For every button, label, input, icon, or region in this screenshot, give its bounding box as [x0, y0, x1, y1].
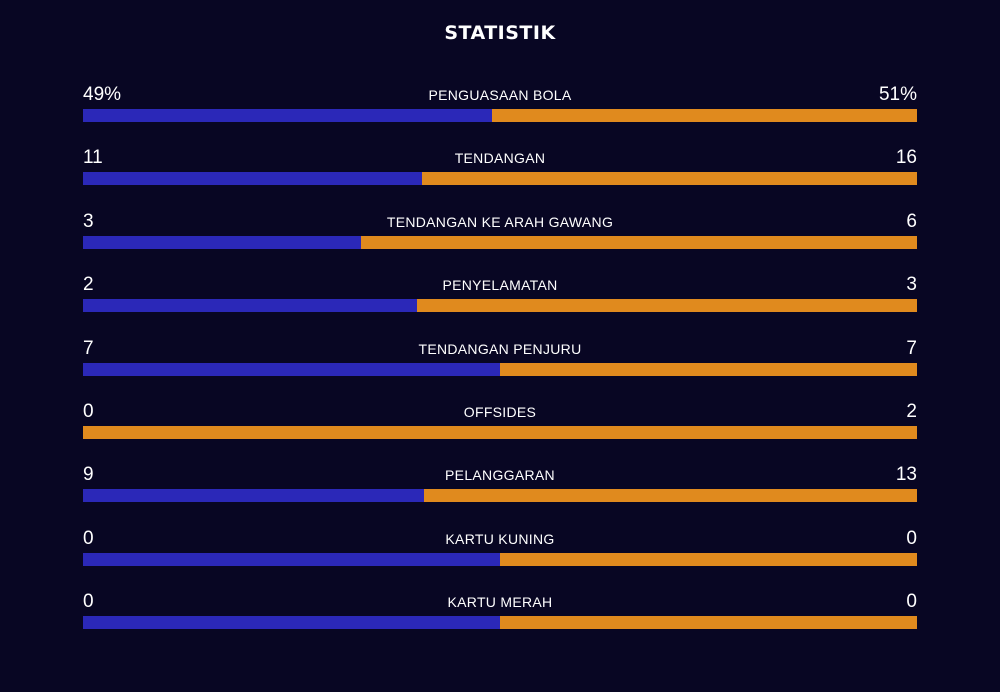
stat-away-value: 51%: [878, 84, 917, 105]
home-share-bar: [83, 363, 500, 376]
stat-home-value: 2: [83, 274, 94, 295]
home-share-bar: [83, 236, 361, 249]
stat-comparison-bar: [83, 172, 917, 185]
stat-label: OFFSIDES: [463, 404, 537, 420]
away-share-bar: [500, 363, 917, 376]
home-share-bar: [83, 109, 492, 122]
stat-comparison-bar: [83, 426, 917, 439]
stat-comparison-bar: [83, 236, 917, 249]
panel-title: STATISTIK: [444, 22, 556, 44]
away-share-bar: [491, 109, 917, 122]
stat-home-value: 0: [83, 401, 94, 422]
stat-away-value: 0: [906, 528, 917, 549]
stat-row: PELANGGARAN 9 13: [83, 463, 917, 513]
home-share-bar: [83, 299, 417, 312]
stat-header: PENYELAMATAN 2 3: [83, 273, 917, 297]
stat-row: PENGUASAAN BOLA 49% 51%: [83, 83, 917, 133]
away-share-bar: [422, 172, 917, 185]
stat-label: KARTU MERAH: [447, 594, 553, 610]
stat-row: TENDANGAN PENJURU 7 7: [83, 337, 917, 387]
stat-header: TENDANGAN PENJURU 7 7: [83, 337, 917, 361]
stat-header: OFFSIDES 0 2: [83, 400, 917, 424]
stat-label: TENDANGAN PENJURU: [418, 341, 582, 357]
stat-home-value: 11: [83, 147, 103, 168]
stat-comparison-bar: [83, 109, 917, 122]
away-share-bar: [500, 616, 917, 629]
stat-header: KARTU KUNING 0 0: [83, 527, 917, 551]
away-share-bar: [500, 553, 917, 566]
home-share-bar: [83, 489, 425, 502]
stat-header: PENGUASAAN BOLA 49% 51%: [83, 83, 917, 107]
stat-comparison-bar: [83, 363, 917, 376]
stat-away-value: 2: [906, 401, 917, 422]
stat-away-value: 16: [895, 147, 917, 168]
stat-away-value: 3: [906, 274, 917, 295]
stat-header: KARTU MERAH 0 0: [83, 590, 917, 614]
stat-header: PELANGGARAN 9 13: [83, 463, 917, 487]
stat-away-value: 0: [906, 591, 917, 612]
stat-home-value: 0: [83, 591, 94, 612]
away-share-bar: [424, 489, 917, 502]
stat-comparison-bar: [83, 616, 917, 629]
stat-label: KARTU KUNING: [445, 531, 555, 547]
stat-row: PENYELAMATAN 2 3: [83, 273, 917, 323]
stat-home-value: 0: [83, 528, 94, 549]
stat-label: TENDANGAN KE ARAH GAWANG: [386, 214, 614, 230]
stat-home-value: 3: [83, 211, 94, 232]
away-share-bar: [416, 299, 917, 312]
home-share-bar: [83, 616, 500, 629]
stat-row: TENDANGAN KE ARAH GAWANG 3 6: [83, 210, 917, 260]
stat-home-value: 7: [83, 338, 94, 359]
stat-home-value: 9: [83, 464, 94, 485]
stat-away-value: 7: [906, 338, 917, 359]
home-share-bar: [83, 172, 423, 185]
stat-row: TENDANGAN 11 16: [83, 146, 917, 196]
stat-away-value: 13: [895, 464, 917, 485]
home-share-bar: [83, 553, 500, 566]
away-share-bar: [83, 426, 917, 439]
stat-home-value: 49%: [83, 84, 122, 105]
stat-header: TENDANGAN 11 16: [83, 146, 917, 170]
stat-row: KARTU MERAH 0 0: [83, 590, 917, 640]
stat-label: TENDANGAN: [454, 150, 546, 166]
stat-row: OFFSIDES 0 2: [83, 400, 917, 450]
away-share-bar: [360, 236, 917, 249]
stat-header: TENDANGAN KE ARAH GAWANG 3 6: [83, 210, 917, 234]
stat-comparison-bar: [83, 299, 917, 312]
stat-row: KARTU KUNING 0 0: [83, 527, 917, 577]
stat-label: PELANGGARAN: [445, 467, 555, 483]
stat-comparison-bar: [83, 553, 917, 566]
stat-away-value: 6: [906, 211, 917, 232]
stat-label: PENYELAMATAN: [442, 277, 558, 293]
stat-comparison-bar: [83, 489, 917, 502]
stat-label: PENGUASAAN BOLA: [428, 87, 572, 103]
